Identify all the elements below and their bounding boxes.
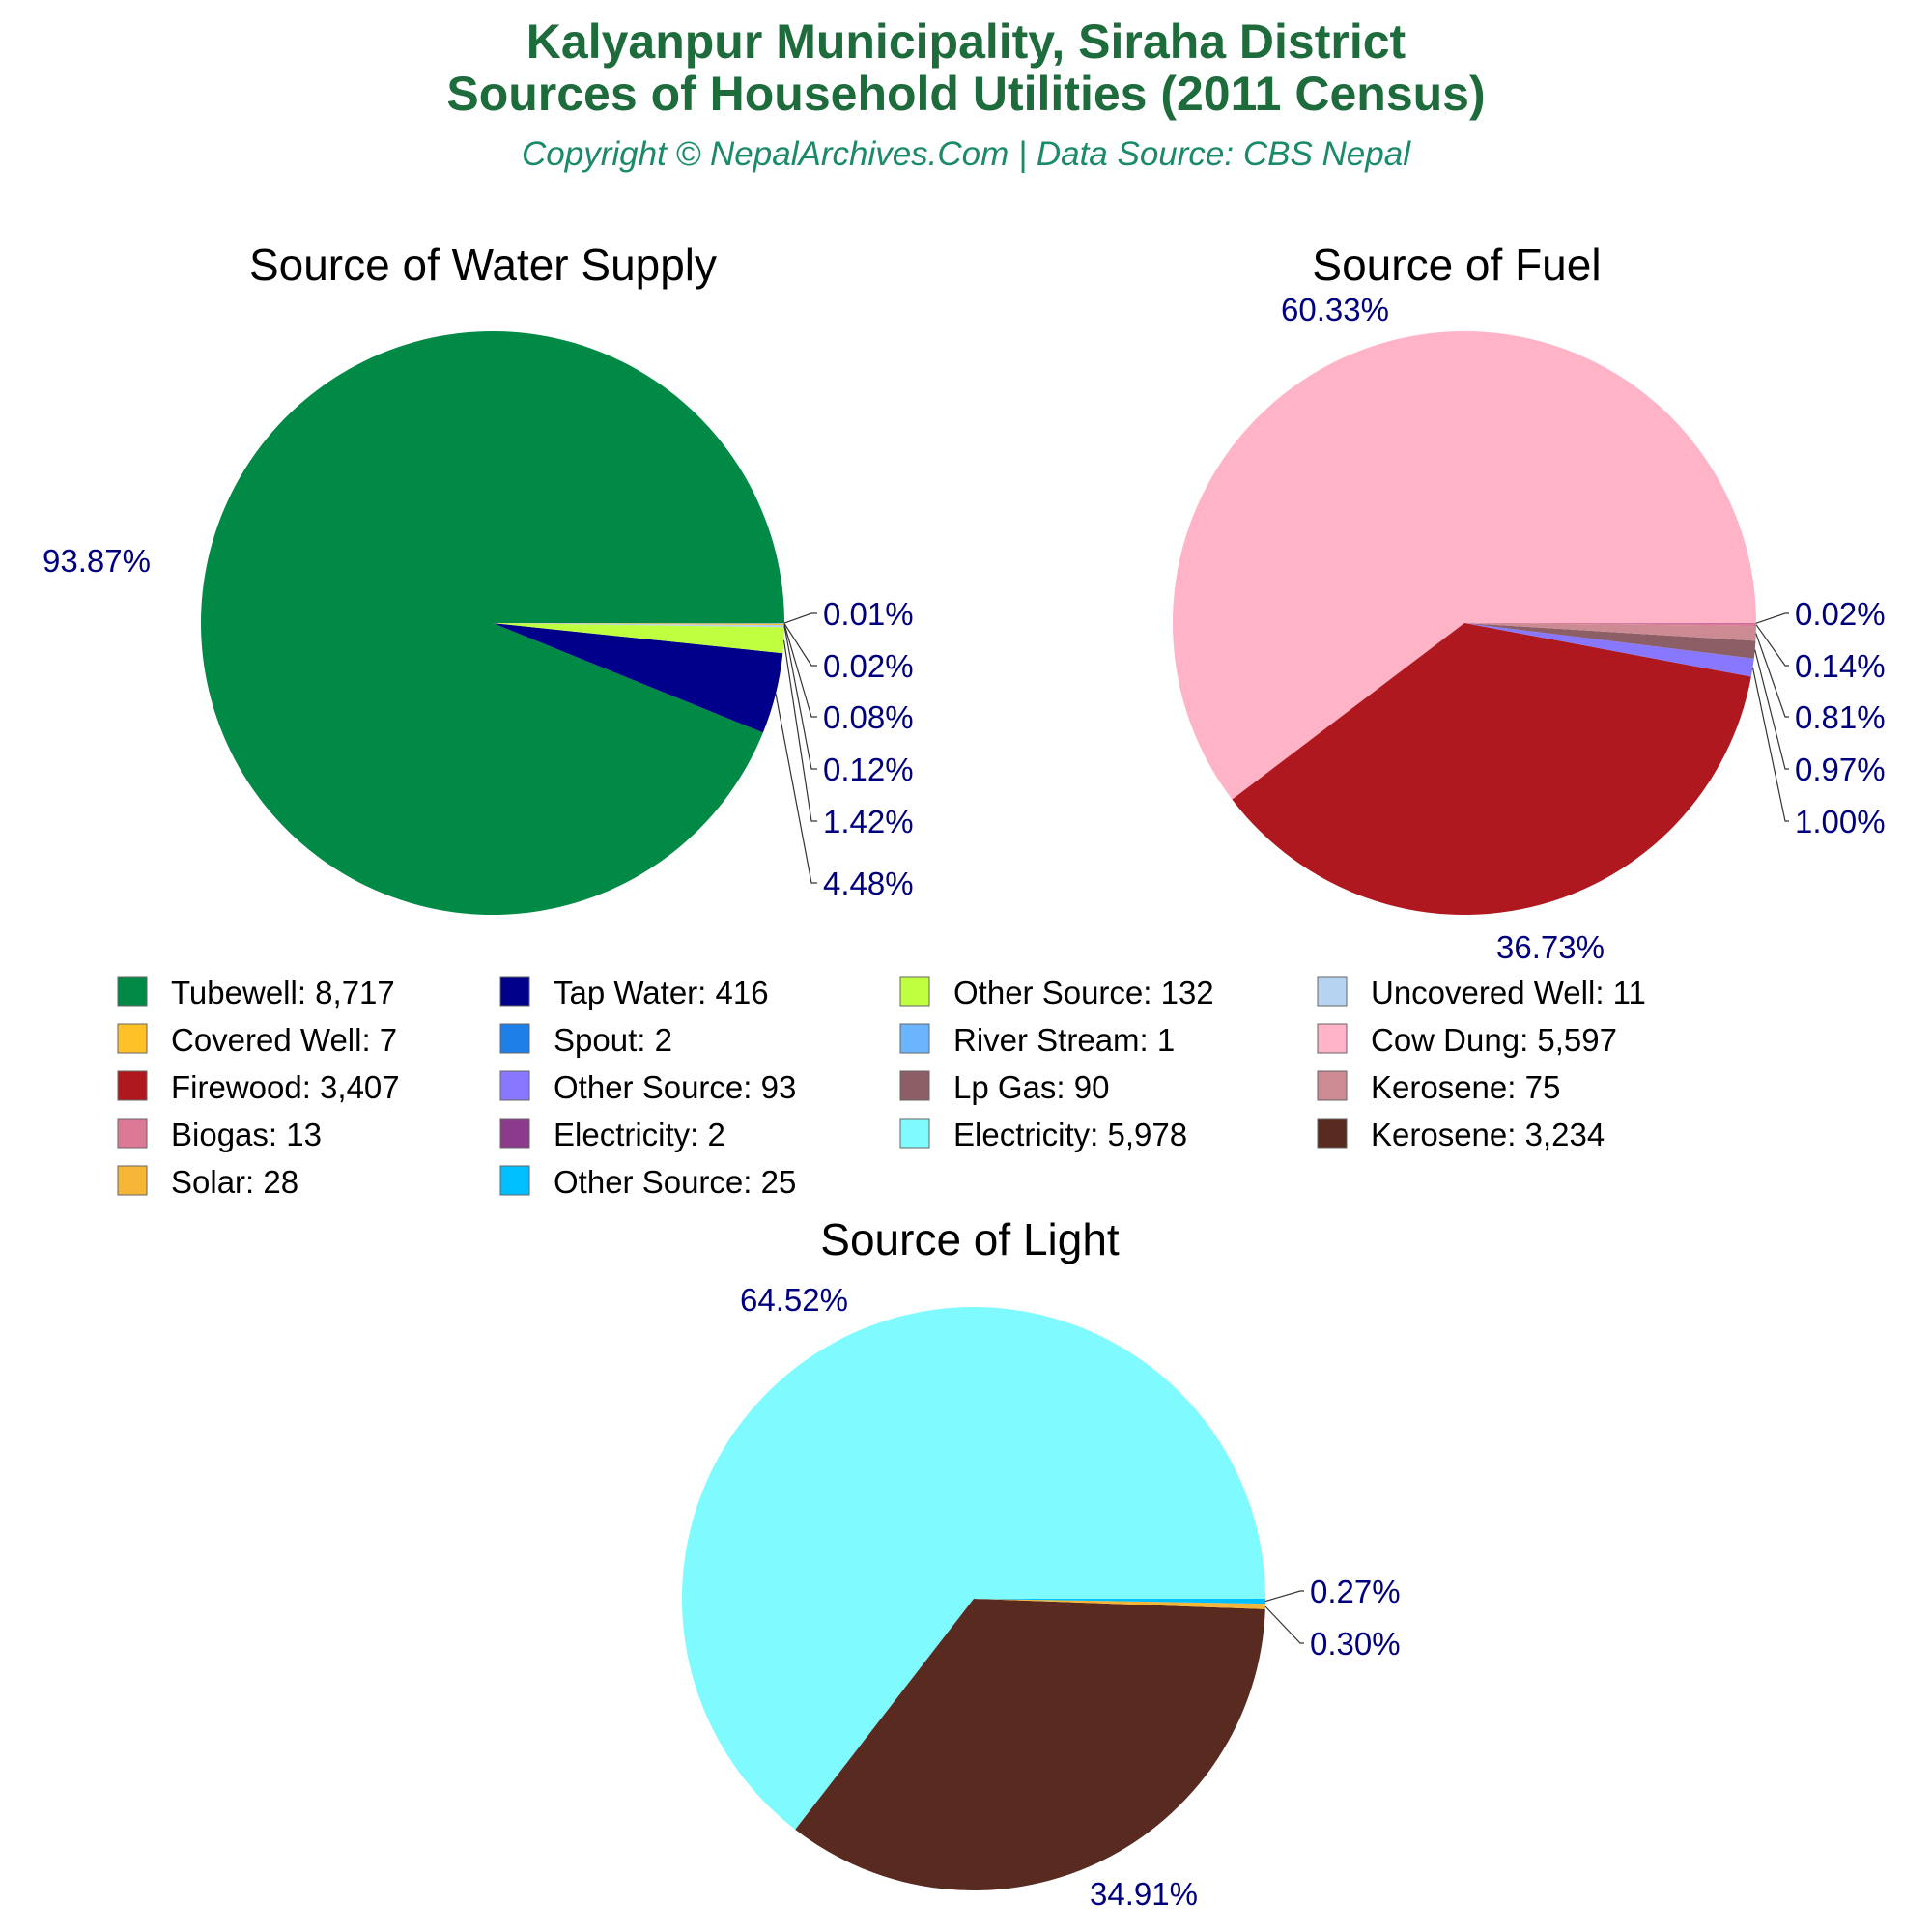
water-leader-line-tap-water [775, 693, 817, 884]
water-slice-other-source [493, 623, 784, 654]
water-slice-tubewell [200, 330, 785, 915]
legend-entry-label: Tap Water: 416 [554, 975, 769, 1010]
legend-entry-label: Biogas: 13 [171, 1117, 322, 1152]
water-percent-label-tubewell: 93.87% [43, 543, 151, 579]
light-pie: 64.52% 34.91% 0.27% 0.30% [682, 1282, 1401, 1912]
legend-entry-label: Covered Well: 7 [171, 1022, 397, 1058]
fuel-percent-label-electricity: 0.02% [1795, 596, 1886, 632]
legend-entry-label: River Stream: 1 [953, 1022, 1175, 1058]
legend-entry-label: Other Source: 93 [554, 1069, 796, 1105]
legend-swatch [117, 976, 148, 1007]
light-chart-title: Source of Light [820, 1214, 1120, 1264]
water-percent-label-other-source: 1.42% [823, 804, 914, 839]
fuel-percent-label-cow-dung: 60.33% [1281, 292, 1389, 327]
water-leader-line-river-stream [783, 612, 817, 624]
legend-entry-label: Tubewell: 8,717 [171, 975, 395, 1010]
light-percent-label-kerosene: 34.91% [1090, 1876, 1198, 1912]
legend-swatch [117, 1118, 148, 1149]
fuel-leader-line-kerosene [1755, 633, 1789, 718]
fuel-slice-firewood [1232, 623, 1751, 916]
water-percent-label-covered-well: 0.08% [823, 699, 914, 735]
legend-swatch [899, 1118, 930, 1149]
light-slice-electricity [682, 1307, 1265, 1830]
legend-swatch [499, 976, 530, 1007]
water-leader-line-other-source [782, 639, 817, 822]
legend-entry-label: Other Source: 132 [953, 975, 1214, 1010]
legend-swatch [899, 1070, 930, 1101]
water-percent-label-uncovered-well: 0.12% [823, 752, 914, 787]
legend-entry-label: Kerosene: 75 [1371, 1069, 1560, 1105]
legend-entry-label: Electricity: 2 [554, 1117, 725, 1152]
copyright-subtitle: Copyright © NepalArchives.Com | Data Sou… [522, 135, 1411, 173]
legend-entry-label: Electricity: 5,978 [953, 1117, 1187, 1152]
legend-entry-label: Cow Dung: 5,597 [1371, 1022, 1617, 1058]
legend-swatch [499, 1070, 530, 1101]
water-supply-pie: 93.87% 0.01% 0.02% 0.08% 0.12% 1.42% 4.48% [43, 330, 914, 915]
legend-swatch [1317, 1118, 1348, 1149]
legend-entry-label: Uncovered Well: 11 [1371, 975, 1646, 1010]
water-slice-uncovered-well [493, 623, 784, 628]
legend-entry-label: Firewood: 3,407 [171, 1069, 400, 1105]
water-percent-label-river-stream: 0.01% [823, 596, 914, 632]
legend-entry-label: Lp Gas: 90 [953, 1069, 1109, 1105]
fuel-pie: 60.33% 36.73% 0.02% 0.14% 0.81% 0.97% 1.00% [1172, 292, 1886, 965]
legend-entry-label: Other Source: 25 [554, 1164, 796, 1200]
legend-swatch [117, 1165, 148, 1196]
fuel-percent-label-firewood: 36.73% [1496, 929, 1605, 965]
fuel-percent-label-lp-gas: 0.97% [1795, 752, 1886, 787]
water-supply-chart-title: Source of Water Supply [249, 240, 717, 290]
legend-swatch [117, 1070, 148, 1101]
fuel-leader-line-other-source [1751, 667, 1789, 822]
water-slice-spout [493, 623, 785, 624]
fuel-slice-biogas [1464, 623, 1756, 627]
light-slice-other-source [974, 1599, 1266, 1605]
water-percent-label-tap-water: 4.48% [823, 866, 914, 901]
main-title-line-2: Sources of Household Utilities (2011 Cen… [446, 67, 1485, 121]
legend-swatch [1317, 976, 1348, 1007]
light-slice-kerosene [795, 1599, 1265, 1890]
legend-entry-label: Solar: 28 [171, 1164, 298, 1200]
fuel-slice-cow-dung [1172, 331, 1756, 800]
light-leader-line-other-source [1264, 1590, 1304, 1603]
fuel-leader-line-electricity [1755, 612, 1789, 624]
legend-swatch [499, 1118, 530, 1149]
legend: Tubewell: 8,717 Tap Water: 416 Other Sourc… [117, 975, 1646, 1200]
legend-entry-label: Kerosene: 3,234 [1371, 1117, 1605, 1152]
fuel-slice-other-source [1464, 623, 1754, 677]
light-percent-label-electricity: 64.52% [740, 1282, 848, 1318]
main-title-line-1: Kalyanpur Municipality, Siraha District [526, 14, 1406, 69]
fuel-leader-line-lp-gas [1754, 649, 1789, 770]
water-percent-label-spout: 0.02% [823, 648, 914, 684]
water-leader-line-spout [783, 623, 817, 667]
legend-swatch [1317, 1023, 1348, 1054]
water-leader-line-uncovered-well [783, 626, 817, 770]
legend-swatch [117, 1023, 148, 1054]
legend-swatch [1317, 1070, 1348, 1101]
fuel-slice-lp-gas [1464, 623, 1756, 659]
light-percent-label-other-source: 0.27% [1310, 1574, 1401, 1609]
fuel-percent-label-biogas: 0.14% [1795, 648, 1886, 684]
legend-entry-label: Spout: 2 [554, 1022, 672, 1058]
fuel-slice-kerosene [1464, 623, 1756, 641]
fuel-leader-line-biogas [1755, 624, 1789, 667]
water-slice-tap-water [493, 623, 783, 733]
fuel-percent-label-other-source: 1.00% [1795, 804, 1886, 839]
fuel-percent-label-kerosene: 0.81% [1795, 699, 1886, 735]
light-percent-label-solar: 0.30% [1310, 1626, 1401, 1662]
light-slice-solar [974, 1599, 1265, 1609]
light-leader-line-solar [1264, 1605, 1304, 1644]
legend-swatch [899, 1023, 930, 1054]
legend-swatch [899, 976, 930, 1007]
fuel-chart-title: Source of Fuel [1312, 240, 1601, 290]
legend-swatch [499, 1165, 530, 1196]
water-slice-covered-well [493, 623, 784, 626]
water-leader-line-covered-well [783, 624, 817, 718]
legend-swatch [499, 1023, 530, 1054]
